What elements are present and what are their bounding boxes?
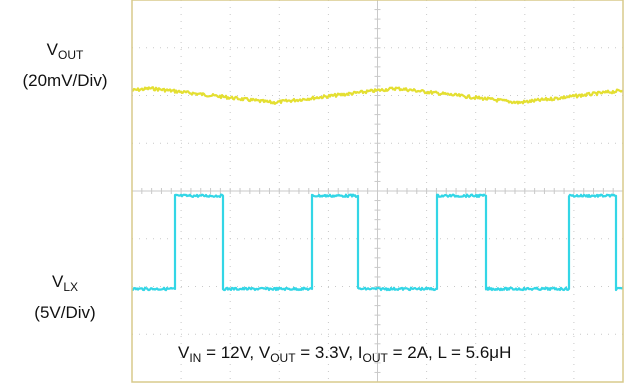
vin-value: = 12V, xyxy=(201,343,259,362)
vout-cond-symbol: V xyxy=(258,343,271,362)
iout-value: = 2A, L = 5.6μH xyxy=(387,343,512,362)
vlx-scale: (5V/Div) xyxy=(34,303,96,322)
scope-frame xyxy=(131,0,624,383)
vlx-channel-label: VLX (5V/Div) xyxy=(0,272,130,323)
vout-subscript: OUT xyxy=(58,48,84,62)
vin-subscript: IN xyxy=(189,351,202,365)
vout-trace xyxy=(131,86,624,105)
vout-symbol: V xyxy=(46,40,58,59)
test-conditions: VIN = 12V, VOUT = 3.3V, IOUT = 2A, L = 5… xyxy=(178,343,511,365)
scope-traces xyxy=(131,86,624,292)
vout-channel-label: VOUT (20mV/Div) xyxy=(0,40,130,91)
vout-cond-subscript: OUT xyxy=(270,351,296,365)
iout-symbol: I xyxy=(357,343,363,362)
vin-symbol: V xyxy=(178,343,190,362)
vout-scale: (20mV/Div) xyxy=(22,71,108,90)
vlx-trace xyxy=(131,193,624,292)
scope-grid xyxy=(131,0,624,383)
vout-cond-value: = 3.3V, xyxy=(295,343,358,362)
vlx-symbol: V xyxy=(51,272,64,291)
iout-subscript: OUT xyxy=(362,351,388,365)
vlx-subscript: LX xyxy=(63,280,79,294)
